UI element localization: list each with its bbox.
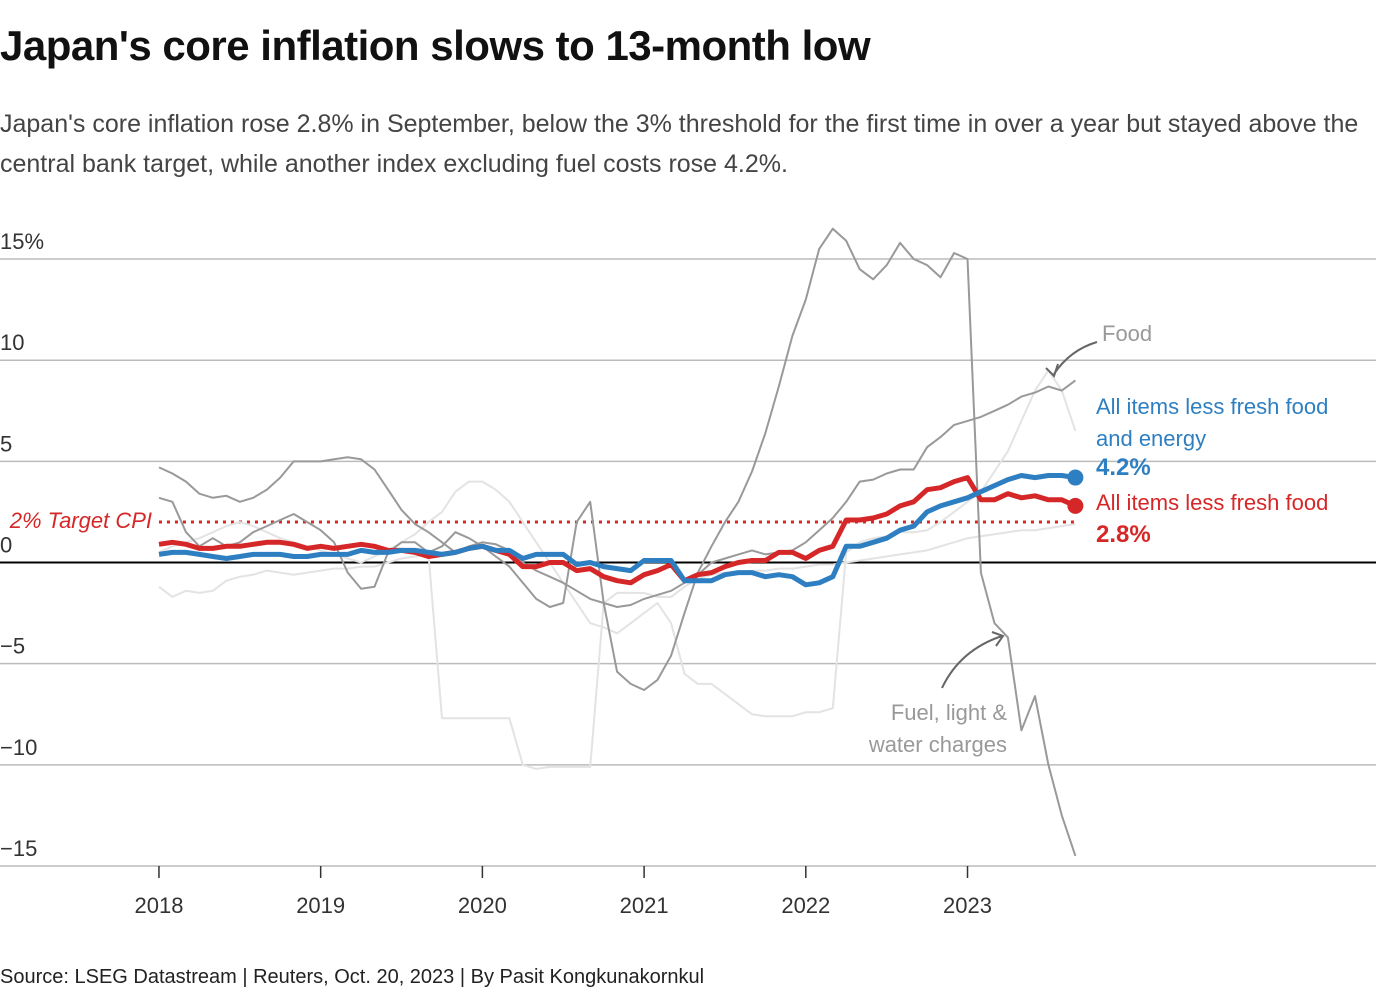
- fuel-label: Fuel, light & water charges: [868, 700, 1007, 757]
- series-label: All items less fresh food: [1096, 490, 1329, 515]
- y-tick-label: 15%: [0, 229, 44, 254]
- y-tick-label: 5: [0, 431, 12, 456]
- x-tick-label: 2022: [781, 893, 830, 918]
- y-tick-label: −10: [0, 735, 37, 760]
- value-label: 2.8%: [1096, 521, 1151, 548]
- arrow-head: [1045, 363, 1059, 378]
- series-label: All items less fresh food and energy: [1096, 394, 1329, 451]
- chart-title: Japan's core inflation slows to 13-month…: [0, 22, 871, 69]
- food-label: Food: [1102, 321, 1153, 346]
- x-tick-label: 2023: [943, 893, 992, 918]
- annotation-arrow: [941, 635, 1003, 689]
- series-line: [158, 379, 1076, 608]
- end-dot: [1067, 469, 1084, 486]
- chart-subtitle: Japan's core inflation rose 2.8% in Sept…: [0, 110, 1359, 178]
- series-line: [158, 523, 1076, 770]
- annotation-arrow: [1053, 341, 1098, 375]
- plot: 15% 10 5 0 −5 −10 −15 2018 2019 2020 2021 2022 2023 2…: [0, 227, 1376, 918]
- arrow-head: [991, 631, 1005, 647]
- y-tick-label: −15: [0, 836, 37, 861]
- series-line: [158, 475, 1077, 586]
- target-label: 2% Target CPI: [9, 508, 152, 533]
- x-tick-label: 2019: [296, 893, 345, 918]
- y-tick-label: −5: [0, 634, 25, 659]
- value-label: 4.2%: [1096, 454, 1151, 481]
- y-tick-label: 0: [0, 533, 12, 558]
- series-line: [158, 473, 1076, 588]
- y-tick-label: 10: [0, 330, 24, 355]
- end-dot: [1067, 497, 1084, 514]
- x-tick-label: 2020: [458, 893, 507, 918]
- source: Source: LSEG Datastream | Reuters, Oct. …: [0, 966, 705, 988]
- series-line: [158, 227, 1077, 857]
- x-tick-label: 2021: [620, 893, 669, 918]
- x-tick-label: 2018: [134, 893, 183, 918]
